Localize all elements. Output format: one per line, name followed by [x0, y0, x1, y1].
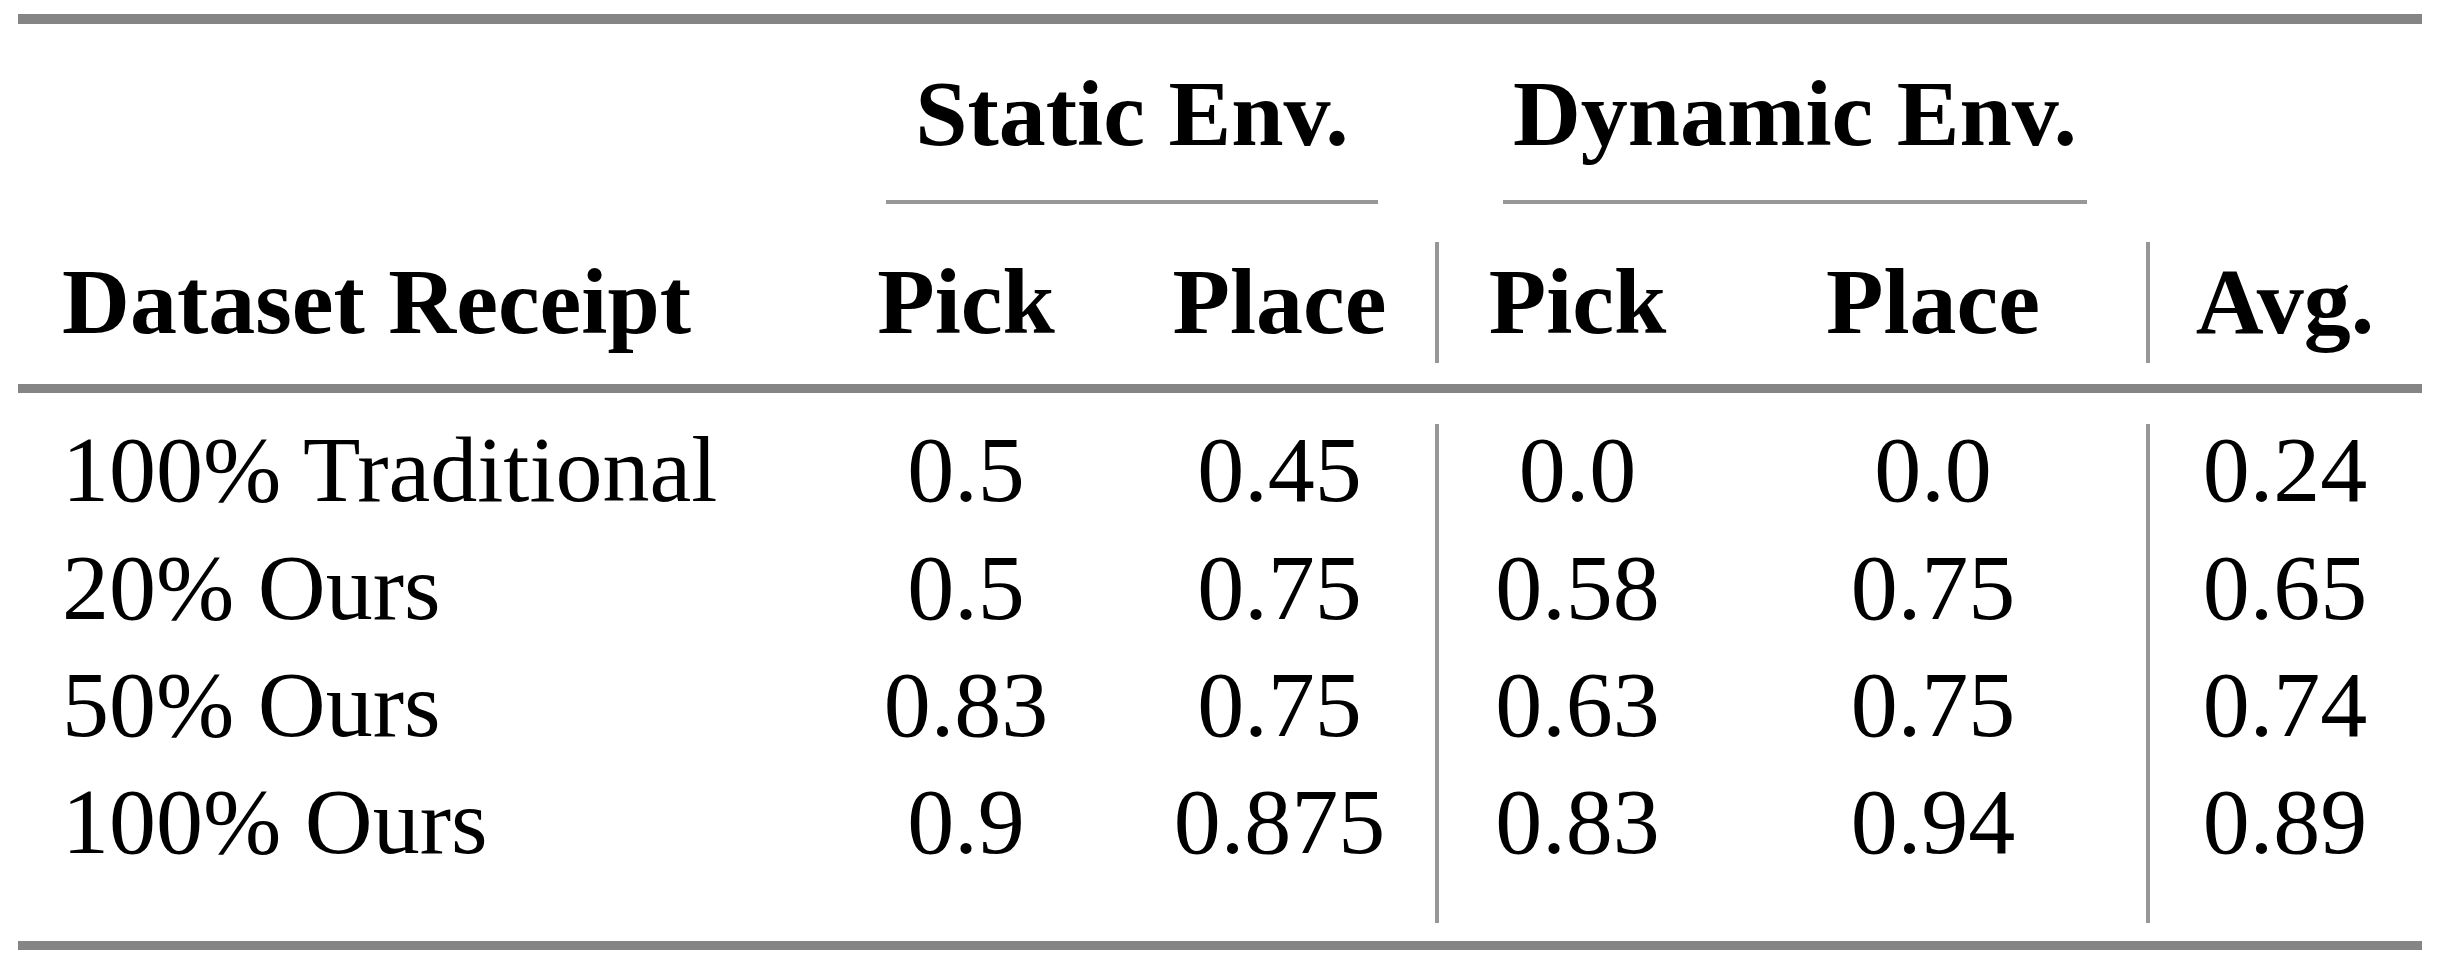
cell-avg: 0.65: [2148, 540, 2422, 634]
dynamic-group-underline: [1503, 200, 2087, 204]
cell-dynamic-place: 0.75: [1718, 657, 2148, 751]
cell-dataset: 20% Ours: [18, 540, 810, 634]
column-group-static-env: Static Env.: [886, 40, 1378, 186]
cell-dynamic-pick: 0.58: [1437, 540, 1718, 634]
header-dynamic-place: Place: [1718, 254, 2148, 348]
top-rule: [18, 14, 2422, 24]
header-static-place: Place: [1122, 254, 1437, 348]
cell-static-place: 0.45: [1122, 422, 1437, 516]
header-dataset-receipt: Dataset Receipt: [18, 254, 810, 348]
cell-dynamic-pick: 0.83: [1437, 774, 1718, 868]
paper-results-table: Static Env. Dynamic Env. Dataset Receipt…: [0, 0, 2440, 966]
cell-dataset: 100% Ours: [18, 774, 810, 868]
cell-avg: 0.74: [2148, 657, 2422, 751]
cell-dynamic-pick: 0.0: [1437, 422, 1718, 516]
table-header-row: Dataset Receipt Pick Place Pick Place Av…: [18, 228, 2422, 374]
column-group-dynamic-env: Dynamic Env.: [1503, 40, 2087, 186]
cell-dynamic-place: 0.94: [1718, 774, 2148, 868]
header-separator-rule: [18, 384, 2422, 393]
table-row: 20% Ours 0.5 0.75 0.58 0.75 0.65: [18, 528, 2422, 646]
cell-static-pick: 0.5: [810, 422, 1122, 516]
cell-dynamic-place: 0.75: [1718, 540, 2148, 634]
header-avg: Avg.: [2148, 254, 2422, 348]
cell-static-pick: 0.9: [810, 774, 1122, 868]
header-static-pick: Pick: [810, 254, 1122, 348]
cell-dynamic-place: 0.0: [1718, 422, 2148, 516]
cell-static-place: 0.875: [1122, 774, 1437, 868]
cell-static-place: 0.75: [1122, 540, 1437, 634]
cell-static-pick: 0.83: [810, 657, 1122, 751]
cell-dataset: 100% Traditional: [18, 422, 810, 516]
cell-static-pick: 0.5: [810, 540, 1122, 634]
cell-dynamic-pick: 0.63: [1437, 657, 1718, 751]
cell-avg: 0.89: [2148, 774, 2422, 868]
table-row: 100% Traditional 0.5 0.45 0.0 0.0 0.24: [18, 410, 2422, 528]
static-group-underline: [886, 200, 1378, 204]
cell-static-place: 0.75: [1122, 657, 1437, 751]
table-row: 100% Ours 0.9 0.875 0.83 0.94 0.89: [18, 762, 2422, 880]
cell-dataset: 50% Ours: [18, 657, 810, 751]
table-row: 50% Ours 0.83 0.75 0.63 0.75 0.74: [18, 645, 2422, 763]
bottom-rule: [18, 941, 2422, 950]
cell-avg: 0.24: [2148, 422, 2422, 516]
header-dynamic-pick: Pick: [1437, 254, 1718, 348]
